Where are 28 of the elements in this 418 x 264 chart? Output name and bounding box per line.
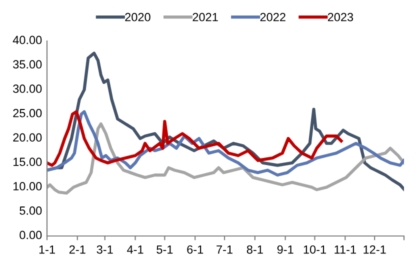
x-tick-label: 9-1 bbox=[277, 245, 294, 254]
legend-label: 2022 bbox=[260, 12, 286, 22]
y-tick-label: 20.00 bbox=[13, 133, 42, 142]
x-tick-label: 5-1 bbox=[156, 245, 173, 254]
y-tick-label: 25.00 bbox=[13, 108, 42, 118]
y-tick-label: 5.00 bbox=[20, 206, 42, 215]
line-series bbox=[47, 122, 404, 195]
y-tick-label: 15.00 bbox=[14, 158, 42, 166]
y-tick-label: 30.00 bbox=[13, 84, 42, 93]
x-tick-label: 10-1 bbox=[304, 245, 326, 254]
x-tick-label: 7-1 bbox=[216, 245, 232, 254]
x-tick-label: 3-1 bbox=[96, 245, 113, 254]
line-series bbox=[47, 110, 404, 177]
line-series bbox=[47, 110, 343, 167]
y-tick-label: 40.00 bbox=[12, 36, 42, 44]
x-tick-label: 4-1 bbox=[127, 245, 144, 254]
x-tick-label: 12-1 bbox=[364, 245, 386, 254]
y-tick-label: 35.00 bbox=[13, 60, 42, 69]
legend-label: 2020 bbox=[125, 12, 150, 22]
x-tick-label: 8-1 bbox=[246, 245, 263, 254]
x-tick-label: 2-1 bbox=[69, 245, 86, 254]
y-tick-label: 10.00 bbox=[14, 182, 42, 190]
legend-label: 2021 bbox=[192, 12, 218, 22]
legend-label: 2023 bbox=[328, 12, 354, 22]
x-tick-label: 11-1 bbox=[334, 245, 356, 254]
x-tick-label: 6-1 bbox=[187, 245, 204, 254]
y-tick-label: 0.00 bbox=[20, 230, 42, 240]
x-tick-label: 1-1 bbox=[39, 245, 55, 254]
